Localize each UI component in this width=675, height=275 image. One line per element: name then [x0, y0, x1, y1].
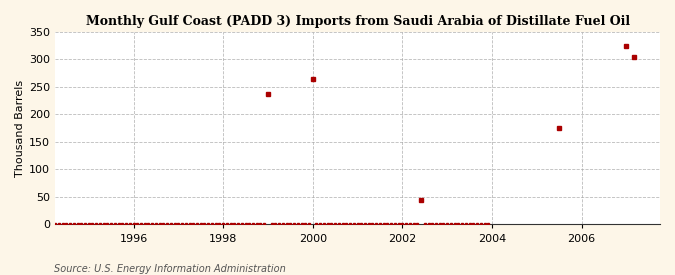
Title: Monthly Gulf Coast (PADD 3) Imports from Saudi Arabia of Distillate Fuel Oil: Monthly Gulf Coast (PADD 3) Imports from… — [86, 15, 630, 28]
Y-axis label: Thousand Barrels: Thousand Barrels — [15, 80, 25, 177]
Text: Source: U.S. Energy Information Administration: Source: U.S. Energy Information Administ… — [54, 264, 286, 274]
